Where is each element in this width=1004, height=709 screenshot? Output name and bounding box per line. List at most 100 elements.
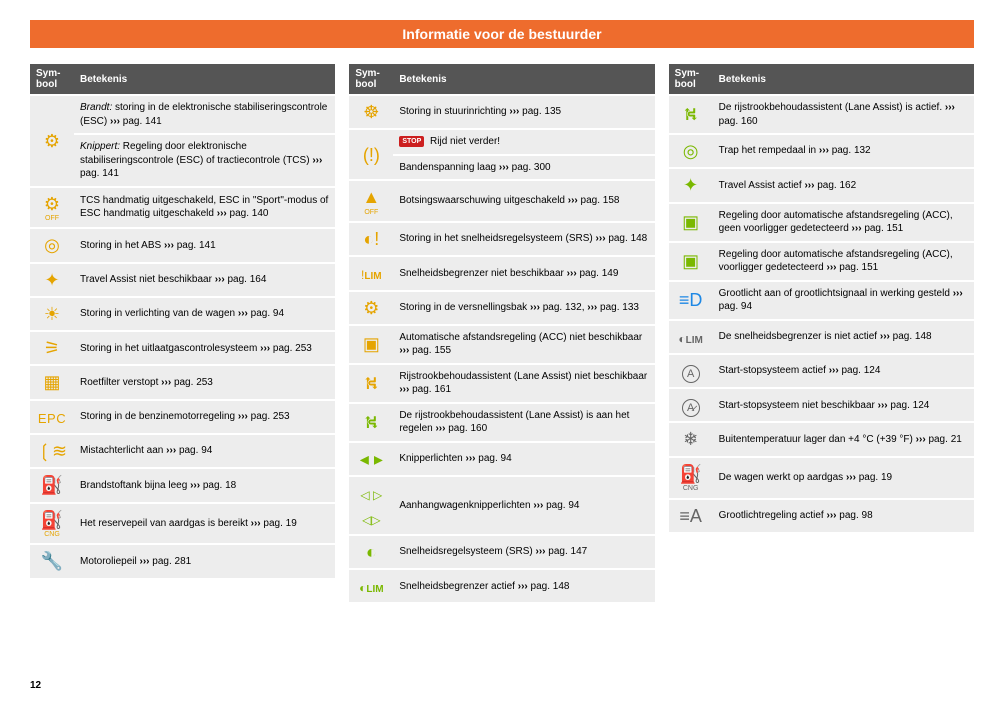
warning-icon: ⛕ (365, 373, 378, 393)
symbols-table: Sym-boolBetekenis☸Storing in stuurinrich… (349, 62, 654, 604)
page-ref: 253 (196, 377, 213, 388)
warning-icon: ≡D (679, 290, 703, 310)
page-ref: 160 (471, 423, 488, 434)
icon-cell: ✦ (669, 169, 713, 201)
warning-icon: ⛕ (365, 412, 378, 432)
page-label: pag. (928, 434, 950, 445)
table-row: ▣ Automatische afstandsregeling (ACC) nie… (349, 326, 654, 363)
table-row: ◐Snelheidsregelsysteem (SRS) ››› pag. 14… (349, 536, 654, 568)
warning-icon: ✦ (44, 270, 59, 290)
page-ref: 149 (602, 268, 619, 279)
page-label: pag. (512, 162, 534, 173)
table-row: ✦Travel Assist niet beschikbaar ››› pag.… (30, 264, 335, 296)
lim-label: LIM (364, 271, 381, 282)
page-ref-arrows: ››› (435, 423, 445, 434)
meaning-text: Roetfilter verstopt (80, 377, 161, 388)
page-ref-arrows: ››› (166, 445, 176, 456)
warning-icon: ▦ (43, 372, 60, 392)
page-ref-arrows: ››› (587, 302, 597, 313)
page-label: pag. (80, 168, 102, 179)
meaning-text: De rijstrookbehoudassistent (Lane Assist… (719, 102, 945, 113)
meaning-text: Snelheidsbegrenzer niet beschikbaar (399, 268, 566, 279)
page-ref-arrows: ››› (399, 345, 409, 356)
meaning-cell: Rijstrookbehoudassistent (Lane Assist) n… (393, 365, 654, 402)
page-ref: 151 (862, 262, 879, 273)
page-ref: 155 (434, 345, 451, 356)
meaning-text: Storing in het uitlaatgascontrolesysteem (80, 343, 260, 354)
page-label: pag. (548, 546, 570, 557)
page-ref-arrows: ››› (804, 180, 814, 191)
page-ref: 148 (915, 331, 932, 342)
meaning-text: Storing in de versnellingsbak (399, 302, 530, 313)
meaning-text: Regeling door automatische afstandsregel… (719, 210, 953, 235)
lim-label: LIM (686, 335, 703, 346)
page-ref: 141 (199, 240, 216, 251)
icon-cell: !LIM (349, 257, 393, 289)
emphasis: Knippert: (80, 141, 120, 152)
page-label: pag. (177, 240, 199, 251)
page-ref-arrows: ››› (215, 274, 225, 285)
warning-icon: ⚙ (44, 131, 60, 151)
page-ref: 21 (951, 434, 962, 445)
meaning-text: De wagen werkt op aardgas (719, 472, 846, 483)
page-label: pag. (832, 145, 854, 156)
meaning-text: Storing in de benzinemotorregeling (80, 411, 238, 422)
table-row: ⛽Brandstoftank bijna leeg ››› pag. 18 (30, 469, 335, 501)
meaning-text: De snelheidsbegrenzer is niet actief (719, 331, 880, 342)
page-label: pag. (531, 581, 553, 592)
page-ref: 151 (887, 223, 904, 234)
warning-icon: ✦ (683, 175, 698, 195)
page-label: pag. (608, 233, 630, 244)
icon-cell: ⚙ (349, 292, 393, 324)
meaning-cell: Storing in de benzinemotorregeling ››› p… (74, 401, 335, 433)
page-ref: 148 (553, 581, 570, 592)
page-label: pag. (839, 262, 861, 273)
warning-icon: ⚞ (44, 338, 60, 358)
warning-icon: ❄ (683, 429, 698, 449)
table-row: (!)STOP Rijd niet verder! (349, 130, 654, 154)
page-ref-arrows: ››› (465, 453, 475, 464)
meaning-text: Automatische afstandsregeling (ACC) niet… (399, 332, 642, 343)
page-ref: 19 (286, 518, 297, 529)
meaning-cell: Bandenspanning laag ››› pag. 300 (393, 156, 654, 180)
meaning-text: Snelheidsregelsysteem (SRS) (399, 546, 535, 557)
meaning-cell: Storing in verlichting van de wagen ››› … (74, 298, 335, 330)
page-label: pag. (448, 423, 470, 434)
table-row: ◎Trap het rempedaal in ››› pag. 132 (669, 135, 974, 167)
icon-cell: ▣ (349, 326, 393, 363)
page-ref-arrows: ››› (829, 365, 839, 376)
meaning-cell: Storing in de versnellingsbak ››› pag. 1… (393, 292, 654, 324)
meaning-text: Trap het rempedaal in (719, 145, 819, 156)
page-ref-arrows: ››› (567, 268, 577, 279)
page-ref-arrows: ››› (399, 384, 409, 395)
page-label: pag. (478, 453, 500, 464)
meaning-text: Buitentemperatuur lager dan +4 °C (+39 °… (719, 434, 916, 445)
page-label: pag. (230, 208, 252, 219)
table-row: ⛽CNGDe wagen werkt op aardgas ››› pag. 1… (669, 458, 974, 498)
table-row: ▣Regeling door automatische afstandsrege… (669, 204, 974, 241)
col-header-meaning: Betekenis (393, 64, 654, 94)
icon-cell: ◁ ▷◁▷ (349, 477, 393, 534)
table-row: Knippert: Regeling door elektronische st… (30, 135, 335, 186)
meaning-text: Mistachterlicht aan (80, 445, 166, 456)
columns-wrap: Sym-boolBetekenis⚙Brandt: storing in de … (30, 62, 974, 604)
icon-cell: ✦ (30, 264, 74, 296)
icon-cell: ☸ (349, 96, 393, 128)
page-ref: 160 (741, 116, 758, 127)
meaning-text: Het reservepeil van aardgas is bereikt (80, 518, 251, 529)
table-row: ◐!Storing in het snelheidsregelsysteem (… (349, 223, 654, 255)
page-ref-arrows: ››› (238, 308, 248, 319)
icon-cell: ◎ (30, 229, 74, 261)
meaning-cell: Regeling door automatische afstandsregel… (713, 204, 974, 241)
page-ref-arrows: ››› (878, 400, 888, 411)
page-ref: 162 (839, 180, 856, 191)
meaning-cell: Mistachterlicht aan ››› pag. 94 (74, 435, 335, 467)
page-label: pag. (543, 302, 565, 313)
meaning-cell: Travel Assist actief ››› pag. 162 (713, 169, 974, 201)
icon-cell: ◐! (349, 223, 393, 255)
warning-icon: ◐ (366, 542, 377, 562)
warning-icon: A (682, 365, 700, 383)
icon-cell: ⛽ (30, 469, 74, 501)
page-ref-arrows: ››› (916, 434, 926, 445)
icon-cell: 🔧 (30, 545, 74, 577)
